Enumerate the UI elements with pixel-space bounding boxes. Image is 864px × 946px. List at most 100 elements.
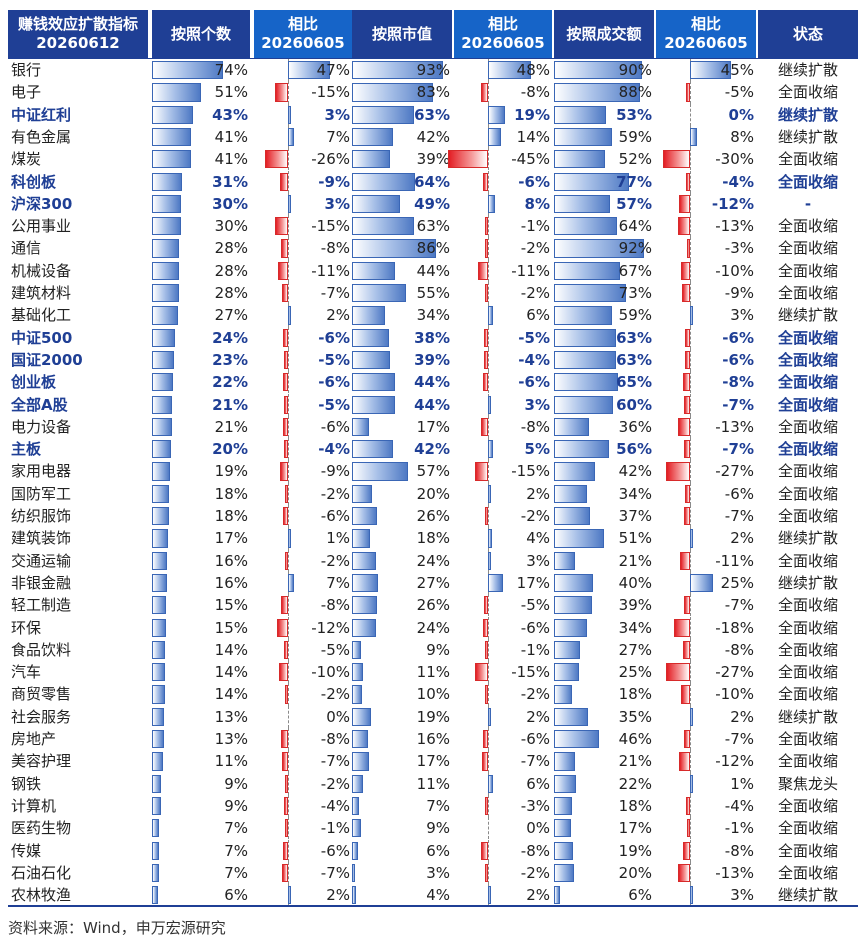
bar-count [152,373,174,392]
value-mcap: 83% [416,83,450,102]
row-status: - [804,194,812,213]
bar-mcap_chg [488,395,491,414]
bar-turnover_chg [663,150,690,169]
bar-count_chg [281,752,288,771]
bar-count_chg [283,350,288,370]
bar-count_chg [284,796,288,816]
value-count: 18% [214,484,248,503]
bar-count_chg [288,105,291,124]
bar-count_chg [284,440,288,459]
bar-turnover_chg [690,886,693,905]
zero-axis-count_chg [288,438,289,461]
value-count: 18% [214,507,248,525]
zero-axis-turnover_chg [690,505,691,528]
zero-axis-turnover_chg [690,794,691,818]
value-mcap: 11% [416,663,450,682]
bar-count [152,194,181,214]
bar-turnover [554,105,606,124]
value-count_chg: -4% [320,796,350,815]
value-mcap_chg: -2% [520,284,550,302]
value-mcap: 63% [416,217,450,236]
value-mcap: 18% [416,529,450,548]
header-count-line: 按照个数 [170,24,231,43]
bar-count [152,573,168,593]
value-mcap_chg: -2% [520,239,550,258]
bar-count_chg [285,685,288,704]
bar-mcap [352,150,391,169]
bar-turnover [554,707,589,726]
bar-mcap [352,239,437,258]
zero-axis-turnover_chg [690,460,691,483]
bar-turnover_chg [679,752,690,771]
value-count: 24% [212,328,248,347]
value-turnover_chg: -27% [715,462,754,481]
value-turnover_chg: 3% [730,886,754,905]
bar-mcap [352,284,406,303]
row-status: 全面收缩 [777,417,838,436]
bar-mcap [352,172,415,191]
bar-count [152,127,192,147]
bar-turnover [554,618,588,637]
row-status: 继续扩散 [777,306,838,325]
bar-count_chg [282,417,288,437]
zero-axis-mcap_chg [488,371,489,394]
value-mcap: 39% [416,150,450,169]
bar-turnover [554,819,571,838]
bar-count_chg [285,819,288,838]
bottom-rule [8,905,858,907]
bar-turnover [554,194,610,214]
value-count_chg: -7% [320,284,350,302]
bar-count [152,774,161,793]
row-status: 全面收缩 [777,685,838,704]
value-mcap: 34% [416,306,450,325]
bar-mcap_chg [488,551,491,570]
bar-turnover [554,350,616,370]
value-mcap: 6% [426,841,450,860]
value-mcap: 86% [416,239,450,258]
header-name: 赚钱效应扩散指标 20260612 [8,10,148,58]
value-mcap: 55% [416,284,450,302]
value-mcap_chg: -1% [520,640,550,659]
value-turnover_chg: -12% [711,194,754,213]
value-turnover_chg: -13% [715,417,754,436]
value-count: 22% [212,373,248,392]
bar-count [152,707,165,726]
bar-mcap_chg [488,774,494,793]
bar-count_chg [288,61,331,80]
bar-turnover [554,484,588,503]
bar-turnover [554,640,581,660]
value-turnover: 57% [616,194,652,213]
bar-count [152,105,194,124]
value-mcap_chg: -11% [511,261,550,280]
row-name: 轻工制造 [11,596,72,615]
zero-axis-turnover_chg [690,192,691,216]
value-mcap: 49% [414,194,450,213]
zero-axis-count_chg [288,683,289,706]
bar-turnover [554,127,612,147]
value-mcap_chg: 19% [514,105,550,124]
row-name: 煤炭 [11,150,42,169]
bar-count_chg [279,172,288,191]
value-mcap: 57% [416,462,450,481]
bar-turnover_chg [686,172,690,191]
value-turnover_chg: -27% [715,663,754,682]
zero-axis-count_chg [288,215,289,238]
bar-mcap [352,507,378,526]
bar-turnover [554,507,591,526]
value-count_chg: -5% [320,640,350,659]
value-count_chg: -11% [311,261,350,280]
bar-turnover_chg [690,529,693,548]
zero-axis-count_chg [288,750,289,773]
value-mcap_chg: 2% [526,484,550,503]
bar-count [152,596,167,615]
zero-axis-mcap_chg [488,794,489,818]
bar-mcap [352,618,376,637]
zero-axis-count_chg [288,705,289,728]
value-turnover_chg: -4% [724,796,754,815]
bar-turnover [554,284,626,303]
value-mcap_chg: -5% [518,328,550,347]
value-mcap_chg: 4% [526,529,550,548]
bar-turnover [554,417,590,437]
bar-count [152,328,176,347]
zero-axis-turnover_chg [690,438,691,461]
